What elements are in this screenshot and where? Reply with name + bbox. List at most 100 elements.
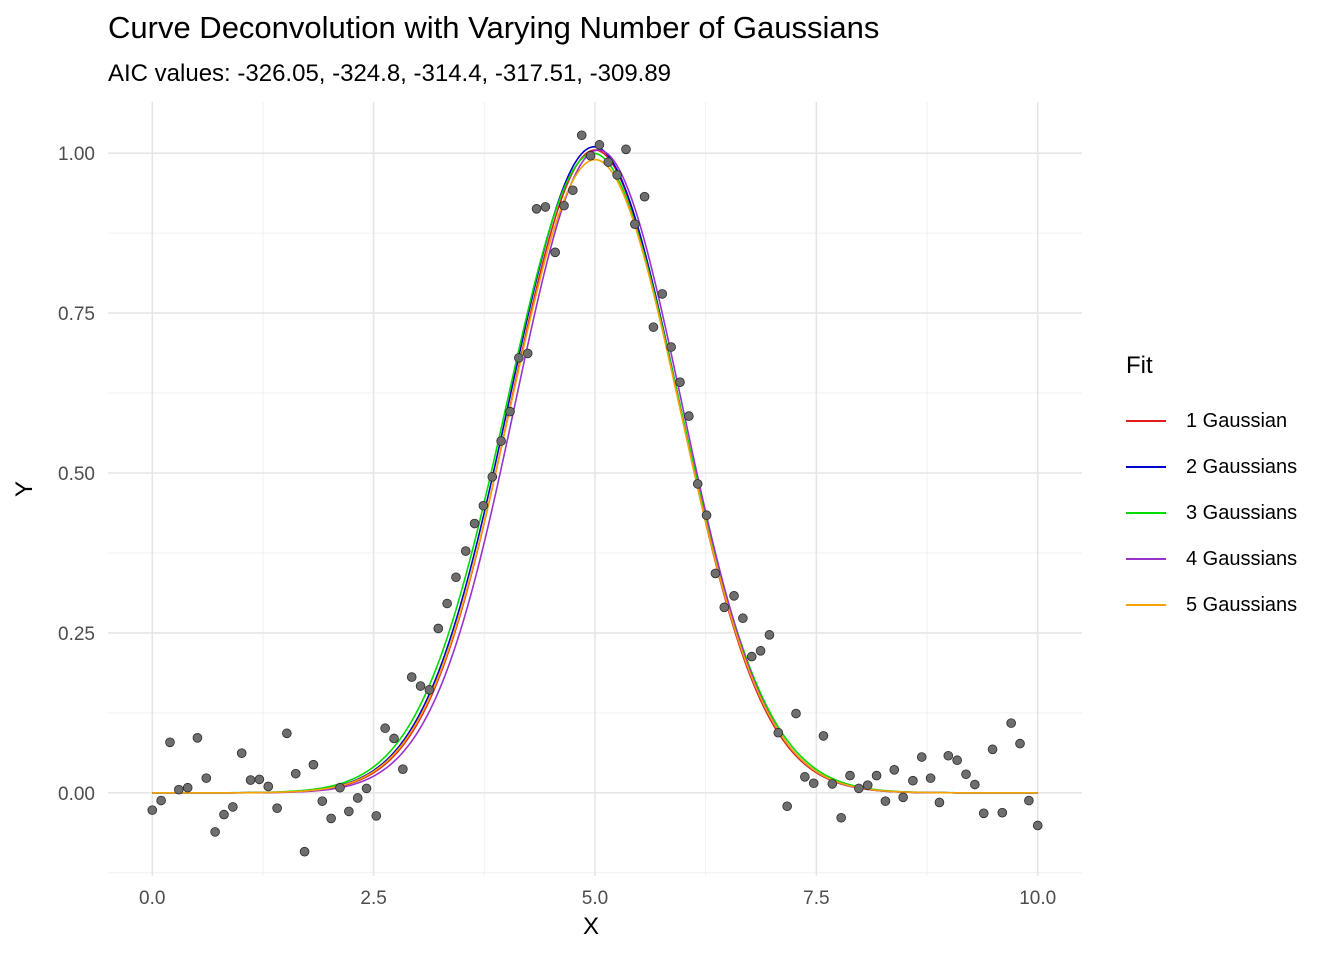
chart-subtitle: AIC values: -326.05, -324.8, -314.4, -31… <box>108 60 672 87</box>
x-tick-label: 2.5 <box>360 888 386 909</box>
data-point <box>352 793 363 803</box>
data-point <box>612 170 622 180</box>
data-point <box>692 479 703 489</box>
data-point <box>880 796 891 806</box>
data-point <box>782 801 792 812</box>
legend-key-swatch <box>1126 558 1166 560</box>
data-point <box>701 510 712 521</box>
data-point <box>576 130 587 141</box>
data-point <box>987 744 998 755</box>
legend-label: 3 Gaussians <box>1186 501 1298 524</box>
data-point <box>335 782 345 793</box>
x-tick-label: 10.0 <box>1019 888 1056 909</box>
data-point <box>970 779 980 790</box>
data-point <box>952 755 962 766</box>
grid-layer <box>108 102 1082 876</box>
data-point <box>675 377 685 387</box>
data-point <box>531 204 542 214</box>
legend-item-3: 3 Gaussians <box>1126 490 1297 536</box>
data-point <box>764 630 775 640</box>
data-point <box>925 773 936 783</box>
data-point <box>684 411 694 421</box>
data-point <box>1015 738 1025 749</box>
data-point <box>478 500 489 511</box>
fit-curve-5 <box>152 158 1038 794</box>
data-point <box>361 783 372 794</box>
x-axis-title: X <box>583 913 600 940</box>
data-point <box>550 247 560 258</box>
data-point <box>317 796 328 806</box>
y-axis-title: Y <box>11 481 38 498</box>
x-tick-label: 7.5 <box>803 888 829 909</box>
data-point <box>738 613 748 624</box>
y-tick-label: 0.75 <box>58 304 95 325</box>
data-point <box>236 748 247 758</box>
data-point <box>147 805 158 815</box>
data-point <box>272 803 282 813</box>
data-point <box>201 773 212 783</box>
data-point <box>710 568 721 579</box>
data-point <box>326 813 336 824</box>
legend-label: 1 Gaussian <box>1186 409 1288 432</box>
data-point <box>908 775 918 786</box>
data-point <box>380 723 390 734</box>
data-point <box>156 795 166 806</box>
data-point <box>871 770 882 781</box>
chart-title: Curve Deconvolution with Varying Number … <box>108 10 880 45</box>
data-point <box>594 140 605 150</box>
legend: Fit 1 Gaussian 2 Gaussians 3 Gaussians 4 Ga… <box>1126 352 1297 628</box>
data-point <box>666 342 676 352</box>
data-point <box>845 770 855 781</box>
curve-layer <box>152 146 1038 794</box>
data-point <box>827 779 838 789</box>
data-point <box>943 750 954 761</box>
data-point <box>460 546 471 556</box>
data-point <box>165 737 175 748</box>
data-point <box>308 759 319 770</box>
data-point <box>729 591 739 601</box>
data-point <box>791 708 801 719</box>
x-tick-label: 5.0 <box>582 888 608 909</box>
data-point <box>433 623 444 634</box>
data-point <box>451 572 461 583</box>
data-point <box>505 406 515 417</box>
data-point <box>442 598 452 609</box>
data-point <box>522 348 533 359</box>
data-point <box>182 782 193 793</box>
data-point <box>487 472 498 482</box>
legend-label: 2 Gaussians <box>1186 455 1298 478</box>
data-point <box>1024 795 1034 806</box>
legend-label: 5 Gaussians <box>1186 593 1298 616</box>
data-point <box>719 602 730 613</box>
data-point <box>540 202 551 212</box>
data-point <box>639 191 650 202</box>
legend-key-swatch <box>1126 604 1166 606</box>
legend-item-4: 4 Gaussians <box>1126 536 1297 582</box>
data-point <box>836 812 846 823</box>
data-point <box>1032 820 1043 831</box>
x-tick-label: 0.0 <box>139 888 165 909</box>
data-point <box>496 436 506 446</box>
data-point <box>1006 718 1016 728</box>
data-point <box>344 806 354 817</box>
data-point <box>916 752 927 762</box>
data-point <box>773 727 784 738</box>
data-point <box>245 775 256 785</box>
data-point <box>174 784 184 795</box>
data-point <box>398 764 408 774</box>
legend-key-swatch <box>1126 512 1166 514</box>
data-point <box>228 802 238 812</box>
data-point <box>406 672 417 682</box>
data-point <box>961 769 971 780</box>
data-point <box>219 809 229 820</box>
data-point <box>603 157 614 167</box>
data-point <box>818 731 829 741</box>
data-point <box>997 807 1008 818</box>
data-point <box>657 289 668 299</box>
data-point <box>559 200 569 211</box>
data-point <box>898 792 908 803</box>
data-point <box>282 728 292 739</box>
y-tick-label: 1.00 <box>58 144 95 165</box>
y-tick-label: 0.25 <box>58 624 95 645</box>
